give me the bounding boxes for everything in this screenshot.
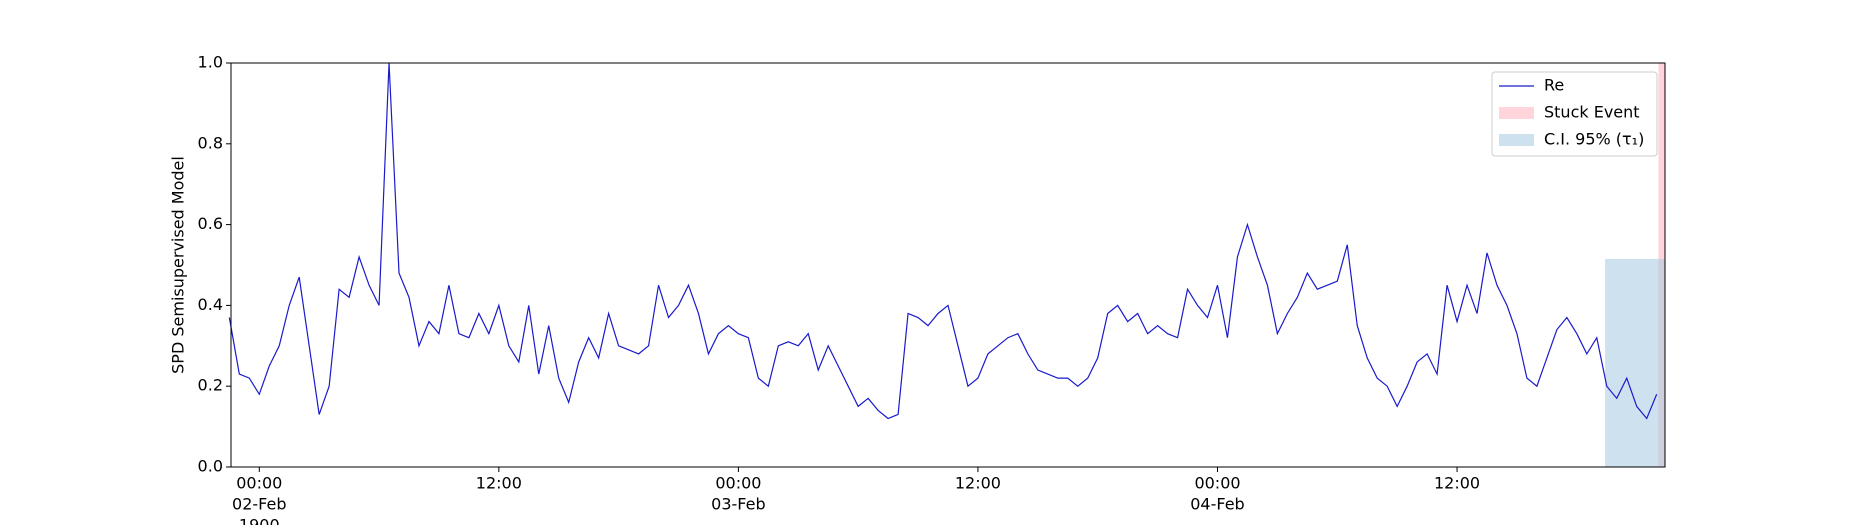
- y-tick-label: 0.4: [198, 295, 223, 314]
- legend: Re Stuck Event C.I. 95% (τ₁): [1491, 71, 1658, 157]
- legend-handle: [1499, 134, 1534, 146]
- y-tick-label: 0.8: [198, 133, 223, 152]
- legend-label: Re: [1544, 76, 1564, 95]
- x-tick-label: 03-Feb: [711, 495, 765, 514]
- span: [1605, 258, 1665, 467]
- x-tick-label: 00:00: [1194, 474, 1240, 493]
- y-axis-label: SPD Semisupervised Model: [169, 156, 188, 374]
- x-tick-label: 12:00: [1434, 474, 1480, 493]
- x-tick-label: 12:00: [476, 474, 522, 493]
- data-line: [228, 62, 1658, 420]
- x-tick-label: 00:00: [715, 474, 761, 493]
- x-tick-label: 00:00: [236, 474, 282, 493]
- y-tick-label: 1.0: [198, 53, 223, 72]
- x-tick-label: 02-Feb: [232, 495, 286, 514]
- x-tick-label: 04-Feb: [1190, 495, 1244, 514]
- legend-handle: [1499, 107, 1534, 119]
- plot-frame: [230, 62, 1666, 468]
- x-tick-label: 12:00: [955, 474, 1001, 493]
- legend-label: Stuck Event: [1544, 103, 1640, 122]
- y-tick-label: 0.0: [198, 457, 223, 476]
- y-tick-label: 0.2: [198, 376, 223, 395]
- legend-label: C.I. 95% (τ₁): [1544, 130, 1644, 149]
- x-tick-label: 1900: [239, 516, 280, 525]
- y-tick-label: 0.6: [198, 214, 223, 233]
